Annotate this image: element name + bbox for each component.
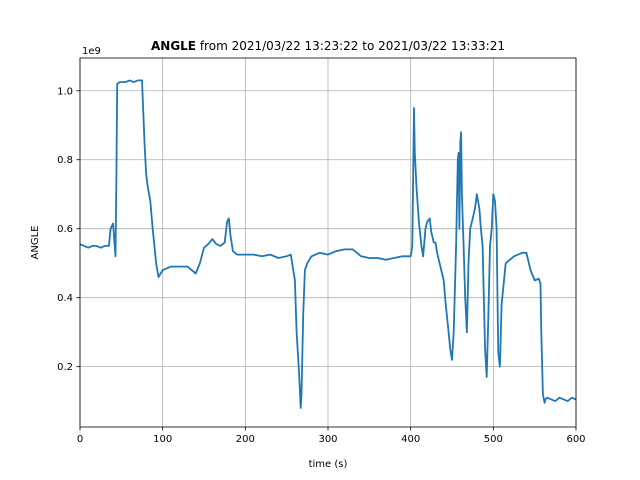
x-tick-label: 100 [153,434,172,445]
x-tick-label: 600 [566,434,585,445]
x-tick-label: 500 [484,434,503,445]
series-layer [79,79,577,409]
chart-title: ANGLE from 2021/03/22 13:23:22 to 2021/0… [151,39,505,53]
chart-title-rest: from 2021/03/22 13:23:22 to 2021/03/22 1… [196,39,505,53]
y-tick-label: 0.8 [57,155,73,166]
x-tick-label: 400 [401,434,420,445]
chart-title-bold: ANGLE [151,39,196,53]
x-ticks: 0 100 200 300 400 500 600 [77,427,586,445]
x-tick-label: 0 [77,434,83,445]
y-ticks: 0.2 0.4 0.6 0.8 1.0 [57,86,80,373]
y-tick-label: 1.0 [57,86,73,97]
y-tick-label: 0.6 [57,224,73,235]
y-offset-label: 1e9 [82,46,101,57]
grid-lines [79,58,577,427]
y-tick-label: 0.2 [57,362,73,373]
x-tick-label: 300 [318,434,337,445]
x-tick-label: 200 [236,434,255,445]
x-axis-label: time (s) [309,459,348,470]
y-axis-label: ANGLE [30,226,41,260]
series-line [79,79,577,409]
y-tick-label: 0.4 [57,293,73,304]
